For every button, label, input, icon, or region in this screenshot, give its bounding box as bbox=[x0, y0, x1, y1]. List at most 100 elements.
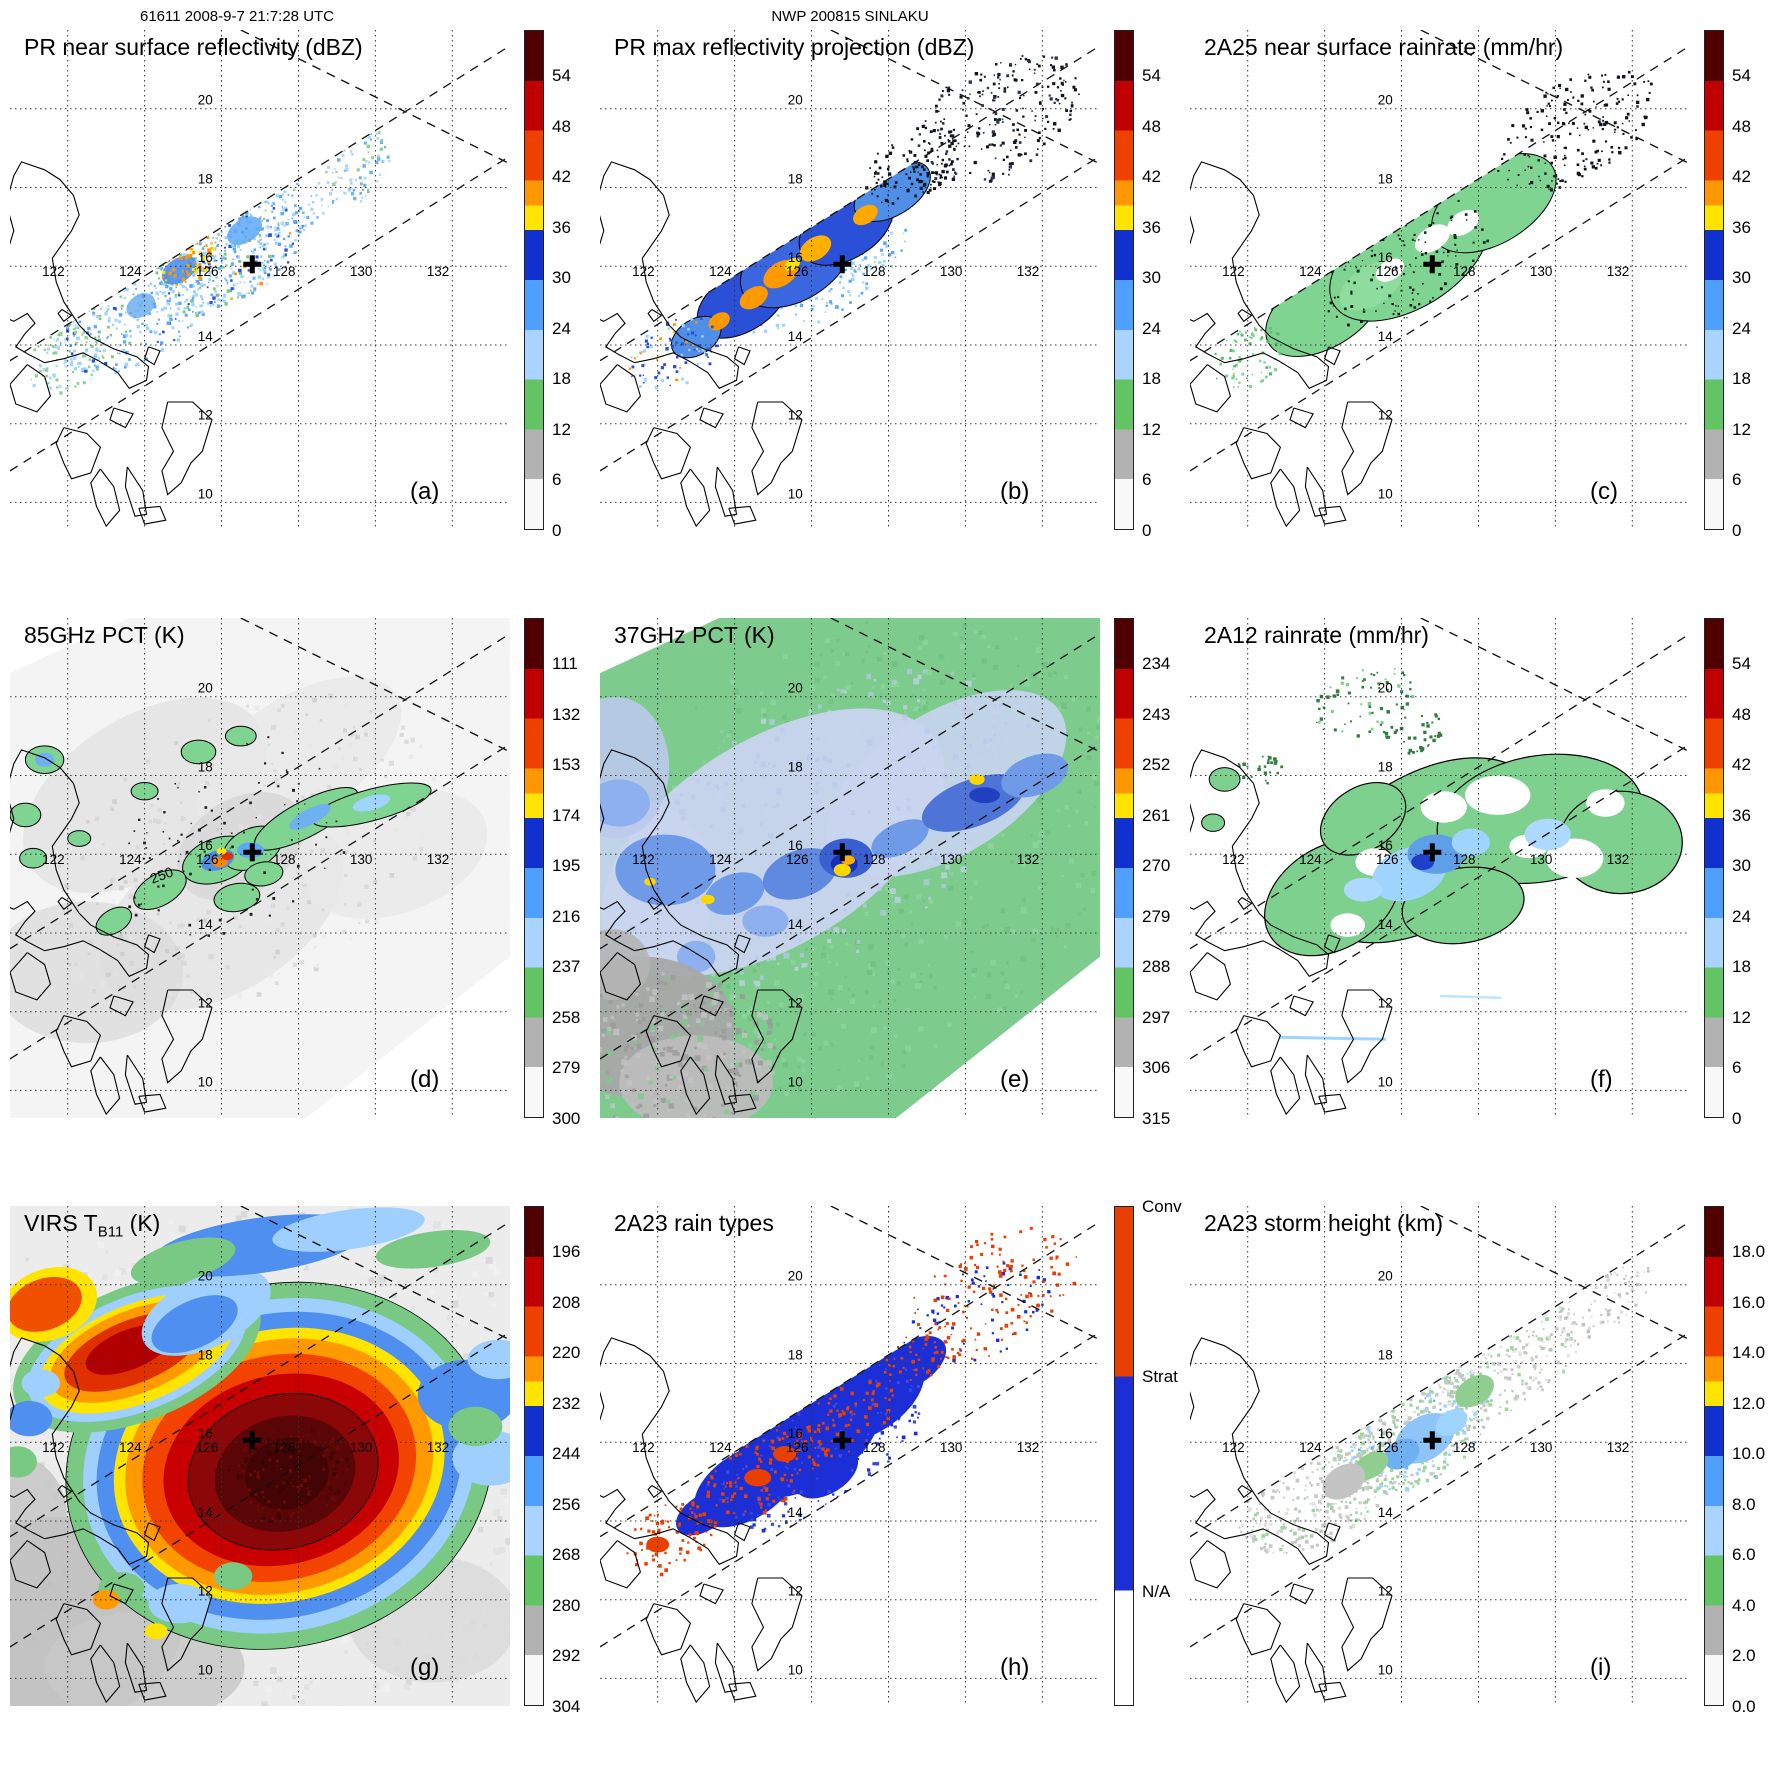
svg-text:12: 12 bbox=[1378, 408, 1393, 423]
colorbar-tick-label: 111 bbox=[552, 654, 578, 673]
svg-text:124: 124 bbox=[119, 852, 142, 867]
svg-text:122: 122 bbox=[1222, 852, 1245, 867]
svg-text:20: 20 bbox=[1378, 93, 1393, 108]
storm-center-marker bbox=[243, 843, 262, 862]
colorbar-tick-label: 288 bbox=[1142, 957, 1171, 976]
colorbar-i bbox=[1704, 1206, 1724, 1706]
panel-b-title: PR max reflectivity projection (dBZ) bbox=[614, 34, 975, 60]
svg-text:12: 12 bbox=[788, 408, 803, 423]
storm-center-marker bbox=[1423, 1431, 1442, 1450]
colorbar-tick-label: 6.0 bbox=[1732, 1545, 1756, 1564]
coastline bbox=[1190, 1337, 1393, 1704]
colorbar-tick-label: 42 bbox=[1732, 167, 1751, 186]
panel-a-label: (a) bbox=[410, 478, 440, 505]
svg-text:126: 126 bbox=[1376, 852, 1399, 867]
svg-text:12: 12 bbox=[198, 996, 213, 1011]
storm-center-marker bbox=[1423, 843, 1442, 862]
svg-text:16: 16 bbox=[198, 250, 213, 265]
svg-text:18: 18 bbox=[198, 172, 213, 187]
colorbar-tick-label: 4.0 bbox=[1732, 1595, 1756, 1615]
graticule bbox=[600, 30, 1100, 530]
colorbar-tick-label: 12 bbox=[1142, 419, 1161, 439]
colorbar-tick-label: 279 bbox=[1142, 906, 1171, 926]
colorbar-g bbox=[524, 1206, 544, 1706]
colorbar-c bbox=[1704, 30, 1724, 530]
coastline bbox=[1190, 749, 1393, 1116]
svg-text:14: 14 bbox=[198, 917, 214, 932]
panel-d: 250 122 124 126 128 130 132 10 12 14 16 18 20 85GHz … bbox=[10, 618, 590, 1203]
colorbar-tick-label: 14.0 bbox=[1732, 1343, 1766, 1362]
swath-edges bbox=[600, 1206, 1100, 1648]
colorbar-tick-label: 30 bbox=[1732, 856, 1751, 875]
svg-text:130: 130 bbox=[350, 852, 373, 867]
map-d: 250 122 124 126 128 130 132 10 12 14 16 18 20 bbox=[10, 618, 510, 1118]
colorbar-tick-label: 261 bbox=[1142, 805, 1171, 825]
panel-f-label: (f) bbox=[1590, 1066, 1613, 1093]
svg-text:18: 18 bbox=[788, 172, 803, 187]
panel-b: 122 124 126 128 130 132 10 12 14 16 18 20 PR max re… bbox=[600, 30, 1180, 615]
svg-text:20: 20 bbox=[788, 681, 803, 696]
panel-g-title: VIRS TB11 (K) bbox=[24, 1210, 160, 1241]
svg-text:132: 132 bbox=[1017, 264, 1040, 279]
svg-text:16: 16 bbox=[198, 838, 213, 853]
colorbar-tick-label: 8.0 bbox=[1732, 1494, 1756, 1514]
swath-edges bbox=[1190, 30, 1690, 472]
panel-b-label: (b) bbox=[1000, 478, 1030, 505]
colorbar-tick-label: 232 bbox=[552, 1393, 581, 1413]
svg-text:122: 122 bbox=[632, 852, 655, 867]
colorbar-tick-label: 24 bbox=[552, 318, 571, 338]
svg-text:132: 132 bbox=[1017, 852, 1040, 867]
panel-i-title: 2A23 storm height (km) bbox=[1204, 1210, 1444, 1236]
coastline bbox=[1190, 161, 1393, 528]
panel-d-label: (d) bbox=[410, 1066, 440, 1093]
colorbar-tick-label: 18 bbox=[1732, 957, 1751, 976]
colorbar-a bbox=[524, 30, 544, 530]
colorbar-tick-label: 300 bbox=[552, 1108, 581, 1128]
colorbar-tick-label: 315 bbox=[1142, 1108, 1171, 1128]
colorbar-tick-label: 304 bbox=[552, 1696, 581, 1716]
coastline bbox=[600, 161, 803, 528]
colorbar-tick-label: 6 bbox=[1732, 1058, 1742, 1077]
colorbar-tick-label: 237 bbox=[552, 957, 581, 976]
panel-g-label: (g) bbox=[410, 1654, 440, 1681]
svg-text:12: 12 bbox=[1378, 996, 1393, 1011]
svg-text:14: 14 bbox=[1378, 329, 1394, 344]
colorbar-tick-label: 54 bbox=[1142, 66, 1161, 85]
panel-c: 122 124 126 128 130 132 10 12 14 16 18 20 2A25 near… bbox=[1190, 30, 1770, 615]
panel-g: 122 124 126 128 130 132 10 12 14 16 18 20 VIRS TB11… bbox=[10, 1206, 590, 1771]
svg-text:10: 10 bbox=[788, 486, 803, 501]
svg-text:122: 122 bbox=[42, 852, 65, 867]
panel-e-label: (e) bbox=[1000, 1066, 1030, 1093]
colorbar-tick-label: 48 bbox=[1732, 116, 1751, 136]
panel-a-title: PR near surface reflectivity (dBZ) bbox=[24, 34, 363, 60]
colorbar-tick-label: 220 bbox=[552, 1343, 581, 1362]
colorbar-tick-label: 36 bbox=[1732, 805, 1751, 825]
svg-text:14: 14 bbox=[1378, 917, 1394, 932]
colorbar-tick-label: 174 bbox=[552, 805, 581, 825]
svg-text:14: 14 bbox=[198, 329, 214, 344]
svg-text:18: 18 bbox=[1378, 760, 1393, 775]
svg-text:10: 10 bbox=[198, 486, 213, 501]
colorbar-tick-label: 0 bbox=[1142, 520, 1152, 540]
panel-i: 122 124 126 128 130 132 10 12 14 16 18 20 2A23 stor… bbox=[1190, 1206, 1770, 1771]
svg-text:16: 16 bbox=[788, 250, 803, 265]
colorbar-tick-label: 216 bbox=[552, 906, 581, 926]
svg-text:124: 124 bbox=[1299, 264, 1322, 279]
svg-text:128: 128 bbox=[863, 852, 886, 867]
panel-e: 122 124 126 128 130 132 10 12 14 16 18 20 37GHz PCT… bbox=[600, 618, 1180, 1203]
svg-text:12: 12 bbox=[198, 408, 213, 423]
svg-text:10: 10 bbox=[198, 1074, 213, 1089]
colorbar-tick-label: 270 bbox=[1142, 856, 1171, 875]
svg-text:126: 126 bbox=[196, 852, 219, 867]
colorbar-tick-label: 10.0 bbox=[1732, 1444, 1766, 1463]
colorbar-tick-label: 195 bbox=[552, 856, 581, 875]
svg-text:20: 20 bbox=[198, 93, 213, 108]
colorbar-tick-label: 30 bbox=[1732, 268, 1751, 287]
colorbar-tick-label: 12 bbox=[552, 419, 571, 439]
colorbar-tick-label: 54 bbox=[552, 66, 571, 85]
colorbar-tick-label: 54 bbox=[1732, 654, 1751, 673]
